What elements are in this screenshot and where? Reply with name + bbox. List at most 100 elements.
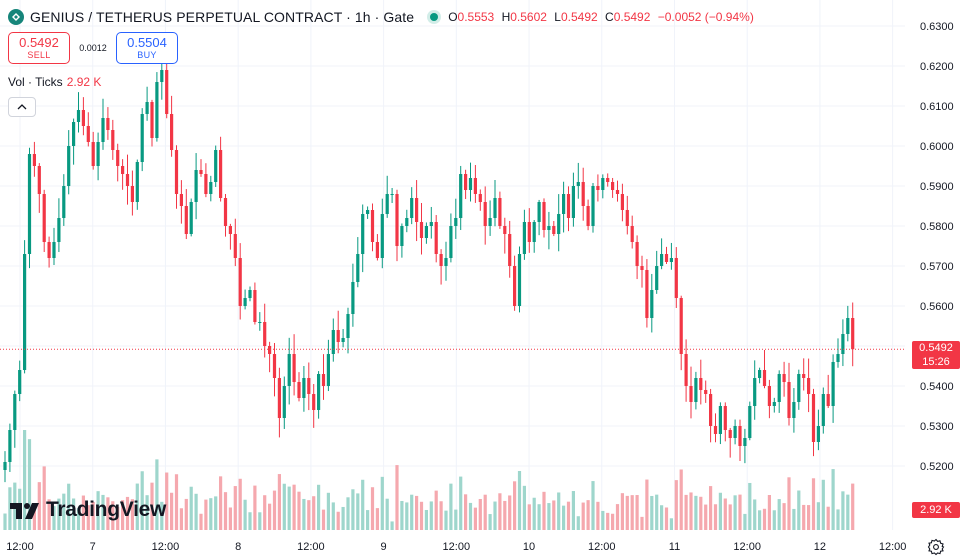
volume-bar — [758, 510, 762, 530]
volume-bar — [101, 494, 105, 530]
volume-bar — [566, 501, 571, 530]
volume-bar — [361, 479, 365, 530]
candle-body — [728, 430, 732, 438]
candle-body — [111, 130, 115, 150]
volume-bar — [508, 495, 512, 530]
candle-body — [86, 126, 90, 142]
volume-bar — [312, 496, 316, 530]
candle-body — [841, 334, 845, 354]
sell-button[interactable]: 0.5492 SELL — [8, 32, 70, 64]
candle-body — [174, 150, 179, 194]
candle-body — [464, 174, 468, 190]
volume-bar — [601, 510, 605, 530]
candle-body — [341, 338, 345, 342]
candle-body — [669, 258, 673, 262]
candlesticks — [3, 59, 855, 483]
volume-bar — [684, 494, 688, 530]
volume-bar — [410, 494, 414, 530]
volume-bar — [145, 495, 149, 530]
chart-grid — [0, 0, 905, 530]
volume-bar — [645, 479, 649, 530]
candle-body — [302, 378, 306, 398]
candle-body — [410, 198, 414, 218]
candle-body — [135, 162, 139, 202]
candle-body — [233, 234, 237, 258]
ohlc-values: O0.5553 H0.5602 L0.5492 C0.5492 −0.0052 … — [448, 10, 754, 24]
candle-body — [248, 290, 252, 298]
candle-body — [370, 210, 375, 242]
volume-bar — [165, 472, 169, 530]
volume-bar — [762, 508, 767, 530]
candle-body — [571, 186, 575, 218]
volume-bar — [718, 492, 722, 530]
volume-bar — [37, 482, 41, 530]
volume-bar — [130, 499, 134, 530]
volume-bar — [32, 509, 36, 530]
volume-bar — [660, 505, 664, 530]
ohlc-close-label: C — [605, 10, 614, 24]
candle-body — [498, 198, 502, 226]
volume-bar — [282, 483, 286, 530]
gear-icon[interactable] — [927, 538, 945, 556]
candle-body — [47, 242, 51, 258]
price-axis[interactable]: 0.6300 0.6200 0.6100 0.6000 0.5900 0.5800 0.57… — [920, 21, 954, 473]
volume-bar — [464, 494, 468, 530]
candle-body — [317, 374, 321, 410]
volume-bar — [787, 477, 791, 530]
volume-bar — [826, 506, 830, 530]
candle-body — [576, 182, 580, 186]
candle-body — [542, 202, 546, 230]
candle-body — [836, 354, 840, 362]
tradingview-logo[interactable]: TradingView — [10, 498, 166, 522]
volume-bar — [493, 501, 497, 530]
volume-bar — [802, 504, 806, 530]
volume-bar — [503, 500, 507, 530]
candle-body — [351, 282, 355, 314]
volume-bar — [777, 499, 781, 530]
volume-bar — [76, 508, 81, 530]
candle-body — [160, 70, 164, 82]
candle-body — [709, 394, 713, 426]
volume-bar — [753, 499, 757, 530]
volume-bar — [121, 500, 125, 530]
volume-bar — [816, 502, 820, 530]
time-tick-label: 12 — [814, 541, 826, 553]
volume-bar — [415, 495, 419, 530]
candle-body — [101, 118, 105, 142]
volume-bar — [135, 483, 139, 530]
candle-body — [204, 174, 208, 194]
price-tick-label: 0.5900 — [920, 181, 954, 193]
candle-body — [483, 202, 487, 226]
volume-legend[interactable]: Vol · Ticks 2.92 K — [8, 75, 101, 89]
volume-bar — [356, 493, 360, 530]
volume-bar — [42, 466, 46, 530]
volume-bar — [625, 495, 629, 530]
volume-bar — [380, 476, 384, 530]
candle-body — [18, 370, 22, 394]
candle-body — [395, 194, 399, 246]
price-tick-label: 0.6100 — [920, 101, 954, 113]
candle-body — [219, 150, 223, 198]
candle-body — [679, 298, 683, 354]
buy-button[interactable]: 0.5504 BUY — [116, 32, 178, 64]
candle-body — [758, 370, 762, 378]
candle-body — [292, 354, 296, 382]
candle-body — [517, 254, 522, 306]
candle-body — [640, 266, 644, 270]
candle-body — [562, 194, 566, 214]
collapse-legend-button[interactable] — [8, 97, 36, 117]
candle-body — [439, 254, 443, 266]
candle-body — [645, 270, 649, 318]
time-axis[interactable]: 12:00 7 12:00 8 12:00 9 12:00 10 12:00 11 12:00 12 1… — [6, 541, 906, 553]
candle-body — [263, 322, 267, 346]
volume-bar — [125, 496, 130, 530]
candle-body — [42, 194, 46, 242]
ohlc-low-label: L — [554, 10, 561, 24]
symbol-title[interactable]: GENIUS / TETHERUS PERPETUAL CONTRACT · 1… — [30, 9, 415, 25]
volume-bar — [792, 508, 796, 530]
volume-bar — [150, 482, 154, 530]
volume-bar — [243, 499, 247, 530]
candle-body — [366, 210, 370, 214]
candle-body — [170, 114, 174, 150]
